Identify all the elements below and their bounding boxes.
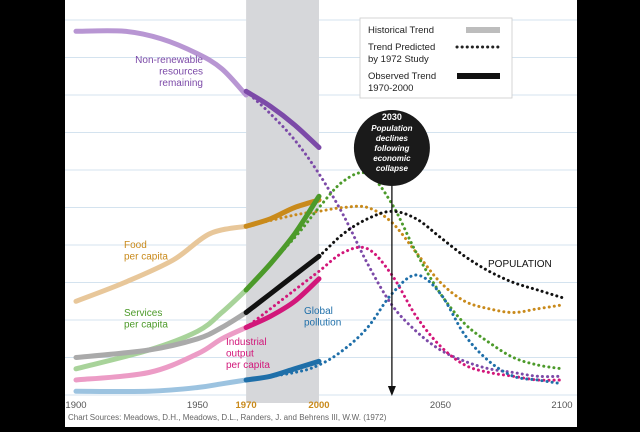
x-tick-2100: 2100	[551, 400, 572, 411]
callout-2030: 2030 Population declines following econo…	[353, 110, 430, 186]
series-observed-global-pollution	[243, 358, 322, 383]
callout-text-line2: declines	[376, 134, 409, 143]
marker-arrow	[387, 386, 396, 396]
callout-text-line5: collapse	[376, 164, 409, 173]
callout-circle	[353, 110, 430, 186]
series-predicted-services-per-capita	[244, 171, 564, 371]
legend-label-observed-line1: Observed Trend	[368, 71, 436, 82]
x-tick-1950: 1950	[187, 400, 208, 411]
series-lines	[73, 28, 564, 395]
callout-text-line1: Population	[371, 124, 412, 133]
series-historical-services-per-capita	[73, 287, 249, 372]
label-line: Global	[304, 306, 333, 317]
label-line: per capita	[226, 360, 270, 371]
label-line: Services	[124, 308, 162, 319]
x-axis-ticks: 1900 1950 1970 2000 2050 2100	[65, 400, 572, 411]
legend-label-predicted-line1: Trend Predicted	[368, 42, 435, 53]
label-industrial-output-per-capita: Industrial output per capita	[226, 337, 270, 371]
label-population: POPULATION	[488, 259, 552, 270]
series-predicted-non-renewable-resources-remaining	[244, 89, 564, 379]
label-non-renewable-resources-remaining: Non-renewable resources remaining	[135, 55, 203, 89]
label-line: pollution	[304, 318, 341, 329]
series-observed-industrial-output-per-capita	[243, 276, 322, 330]
label-line: per capita	[124, 320, 168, 331]
callout-text-line3: following	[374, 144, 409, 153]
series-observed-food-per-capita	[243, 197, 322, 229]
label-line: remaining	[159, 78, 203, 89]
x-tick-2000: 2000	[308, 400, 329, 411]
legend-label-predicted-line2: by 1972 Study	[368, 54, 429, 65]
label-global-pollution: Global pollution	[304, 306, 341, 329]
series-historical-food-per-capita	[73, 223, 249, 304]
series-observed-services-per-capita	[243, 193, 322, 293]
legend: Historical Trend Trend Predicted by 1972…	[359, 17, 513, 99]
series-observed-population	[243, 253, 322, 315]
series-predicted-global-pollution	[244, 273, 564, 386]
callout-text-line4: economic	[373, 154, 411, 163]
label-line: Food	[124, 240, 147, 251]
series-observed-non-renewable-resources-remaining	[243, 88, 322, 150]
series-historical-industrial-output-per-capita	[73, 325, 249, 383]
x-tick-1970: 1970	[236, 400, 257, 411]
label-services-per-capita: Services per capita	[124, 308, 168, 331]
label-line: Non-renewable	[135, 55, 203, 66]
series-historical-global-pollution	[73, 377, 249, 395]
label-line: Industrial	[226, 337, 267, 348]
label-line: per capita	[124, 252, 168, 263]
legend-label-observed-line2: 1970-2000	[368, 83, 413, 94]
series-historical-population	[73, 310, 249, 360]
legend-label-historical: Historical Trend	[368, 25, 434, 36]
x-tick-1900: 1900	[65, 400, 86, 411]
label-line: POPULATION	[488, 259, 552, 270]
label-line: output	[226, 349, 254, 360]
series-predicted-food-per-capita	[244, 204, 564, 315]
source-note: Chart Sources: Meadows, D.H., Meadows, D…	[68, 413, 387, 422]
series-historical-non-renewable-resources-remaining	[73, 28, 249, 98]
callout-year: 2030	[382, 112, 402, 122]
x-tick-2050: 2050	[430, 400, 451, 411]
label-food-per-capita: Food per capita	[124, 240, 168, 263]
label-line: resources	[159, 67, 203, 78]
